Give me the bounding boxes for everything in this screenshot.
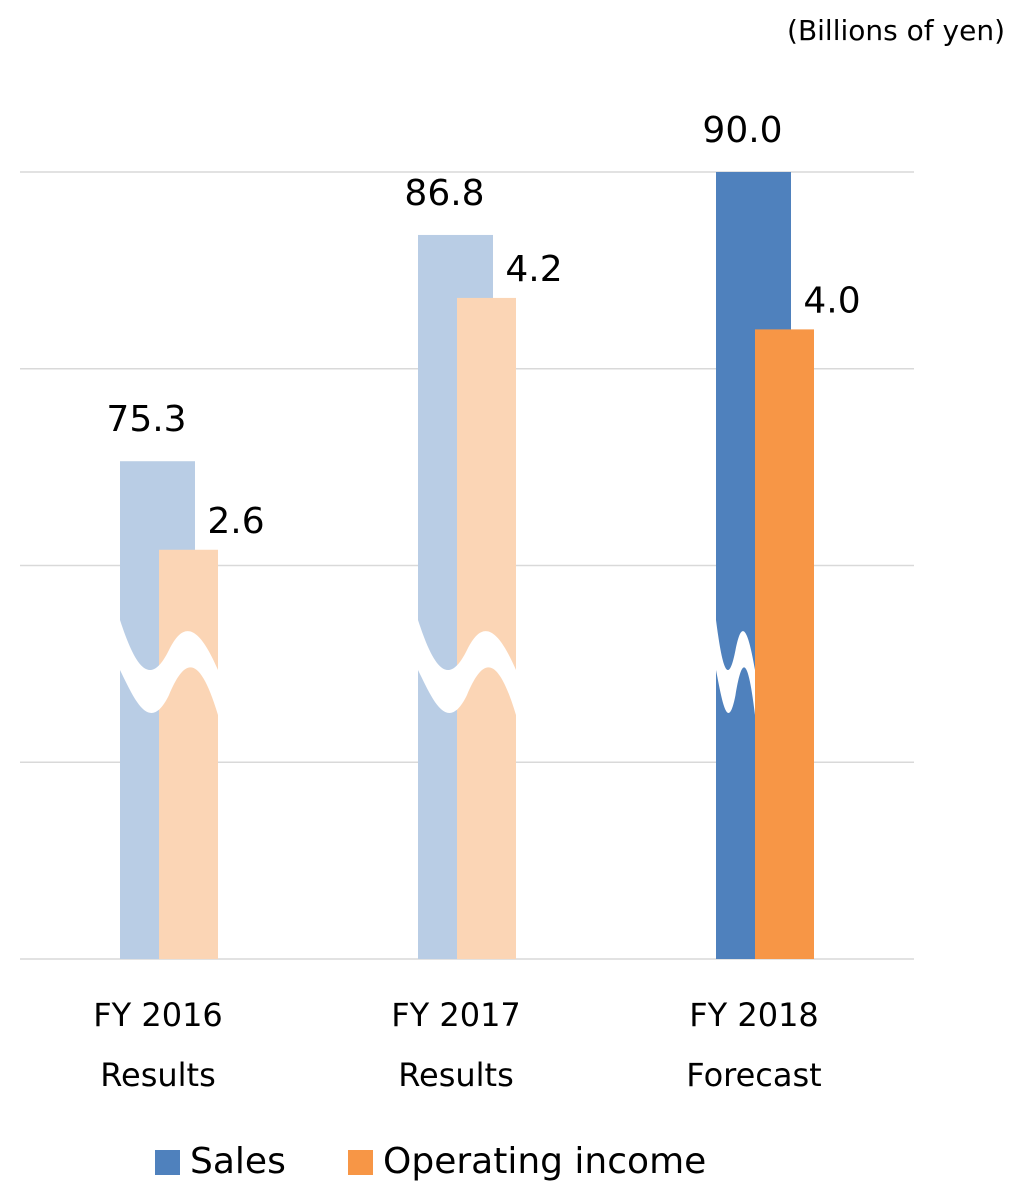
data-label: 4.2 [505,249,562,290]
x-tick-label: Results [100,1056,216,1094]
legend-label: Operating income [383,1141,706,1182]
bar [159,549,218,959]
x-tick-label: FY 2017 [391,996,521,1034]
axis-break [716,620,755,715]
legend-swatch [155,1150,180,1175]
data-label: 90.0 [702,110,782,151]
data-label: 75.3 [106,399,186,440]
x-tick-label: Results [398,1056,514,1094]
legend-swatch [348,1150,373,1175]
axis-break [120,620,218,715]
data-label: 86.8 [404,173,484,214]
data-label: 4.0 [803,280,860,321]
x-tick-label: FY 2016 [93,996,223,1034]
bar [755,329,814,959]
unit-label: (Billions of yen) [787,14,1005,47]
legend-label: Sales [190,1141,286,1182]
bar [457,297,516,959]
x-tick-label: FY 2018 [689,996,819,1034]
x-tick-label: Forecast [686,1056,821,1094]
data-label: 2.6 [207,501,264,542]
axis-break [418,620,516,715]
